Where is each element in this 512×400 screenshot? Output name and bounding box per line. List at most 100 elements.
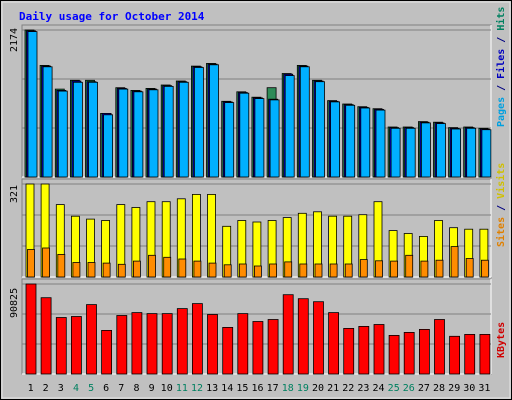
- bar-pages-day-18: [284, 75, 295, 178]
- bar-kbytes-day-29: [449, 335, 461, 375]
- bar-pages-day-6: [103, 114, 113, 178]
- bars: [24, 29, 492, 375]
- bar-pages-day-15: [239, 92, 250, 178]
- bar-pages-day-28: [436, 123, 446, 178]
- x-tick-label-day-23: 23: [357, 383, 369, 394]
- bar-kbytes-day-5: [86, 304, 97, 375]
- bar-sites-day-29: [450, 246, 459, 278]
- bar-pages-day-20: [315, 81, 325, 178]
- bar-kbytes-day-1: [25, 283, 37, 375]
- bar-pages-day-14: [224, 102, 235, 178]
- bar-pages-day-31: [481, 129, 492, 178]
- bar-pages-day-4: [73, 81, 83, 178]
- y-max-label-hits: 2174: [9, 28, 20, 52]
- x-tick-label-day-25: 25: [388, 383, 400, 394]
- bar-pages-day-29: [451, 128, 462, 178]
- x-tick-label-day-21: 21: [327, 383, 339, 394]
- x-tick-label-day-11: 11: [176, 383, 188, 394]
- y-max-label-kbytes: 90825: [9, 288, 20, 318]
- bar-kbytes-day-24: [373, 324, 385, 375]
- bar-sites-day-15: [238, 263, 247, 278]
- x-tick-label-day-24: 24: [372, 383, 384, 394]
- legend-part: Files: [495, 49, 507, 79]
- bar-pages-day-27: [420, 122, 431, 178]
- bar-kbytes-day-31: [479, 333, 491, 375]
- bar-pages-day-21: [330, 101, 341, 178]
- x-axis-labels: 1 2 3 4 5 6 7 8 9 10 11 12 13 14 15 16 17 18 19 20 21 22 23 24 2…: [28, 383, 491, 394]
- bar-sites-day-7: [117, 263, 126, 278]
- bar-sites-day-23: [359, 259, 368, 278]
- bar-pages-day-30: [466, 127, 477, 178]
- bar-kbytes-day-23: [358, 325, 370, 375]
- bar-sites-day-6: [102, 262, 111, 278]
- x-tick-label-day-19: 19: [297, 383, 309, 394]
- x-tick-label-day-6: 6: [103, 383, 109, 394]
- bar-kbytes-day-22: [343, 327, 355, 375]
- legend-part: Sites: [495, 217, 507, 247]
- bar-kbytes-day-3: [55, 317, 67, 375]
- bar-pages-day-23: [360, 107, 371, 178]
- bar-sites-day-1: [27, 249, 35, 278]
- bar-sites-day-19: [299, 263, 308, 278]
- bar-sites-day-28: [435, 259, 444, 278]
- y-max-label-visits: 321: [9, 185, 20, 203]
- x-tick-label-day-30: 30: [463, 383, 475, 394]
- bar-sites-day-10: [163, 256, 172, 278]
- x-tick-label-day-7: 7: [118, 383, 124, 394]
- bar-kbytes-day-21: [328, 312, 340, 375]
- bar-sites-day-14: [223, 264, 232, 278]
- legends: Pages / Files / Hits Sites / Visits KBytes: [495, 7, 507, 358]
- bar-sites-day-20: [314, 263, 323, 278]
- bar-pages-day-8: [133, 91, 144, 178]
- x-tick-label-day-10: 10: [161, 383, 173, 394]
- bar-pages-day-19: [299, 66, 310, 178]
- bar-sites-day-13: [208, 262, 217, 278]
- bar-pages-day-26: [405, 127, 416, 178]
- bar-pages-day-11: [178, 81, 189, 178]
- bar-kbytes-day-12: [191, 303, 203, 375]
- legend-part: /: [496, 31, 507, 49]
- bar-pages-day-10: [163, 86, 174, 178]
- x-tick-label-day-17: 17: [267, 383, 279, 394]
- x-tick-label-day-4: 4: [73, 383, 79, 394]
- x-tick-label-day-28: 28: [433, 383, 445, 394]
- x-tick-label-day-20: 20: [312, 383, 324, 394]
- bar-sites-day-26: [405, 254, 414, 278]
- legend-part: Visits: [495, 163, 507, 199]
- bar-pages-day-22: [345, 104, 356, 178]
- bar-kbytes-day-9: [146, 313, 158, 375]
- bar-kbytes-day-15: [237, 313, 249, 375]
- x-tick-label-day-18: 18: [282, 383, 294, 394]
- bar-kbytes-day-30: [464, 333, 476, 375]
- x-tick-label-day-29: 29: [448, 383, 460, 394]
- x-tick-label-day-3: 3: [58, 383, 64, 394]
- legend-part: /: [496, 199, 507, 217]
- bar-sites-day-31: [480, 259, 489, 278]
- x-tick-label-day-5: 5: [88, 383, 94, 394]
- bar-kbytes-day-20: [313, 301, 324, 375]
- bar-pages-day-25: [390, 127, 401, 178]
- legend-part: Hits: [495, 7, 507, 31]
- x-tick-label-day-16: 16: [251, 383, 263, 394]
- bar-pages-day-16: [254, 98, 265, 178]
- x-tick-label-day-31: 31: [478, 383, 490, 394]
- bar-sites-day-8: [132, 260, 141, 278]
- bar-pages-day-5: [88, 81, 98, 178]
- bar-kbytes-day-19: [297, 298, 309, 375]
- bar-kbytes-day-4: [71, 316, 82, 375]
- bar-pages-day-9: [148, 89, 159, 178]
- bar-sites-day-27: [420, 260, 429, 278]
- bar-sites-day-18: [284, 261, 293, 278]
- bar-kbytes-day-16: [252, 321, 264, 375]
- bar-sites-day-5: [87, 262, 96, 278]
- legend-1: Sites / Visits: [495, 163, 507, 247]
- bar-kbytes-day-8: [131, 312, 143, 375]
- x-tick-label-day-22: 22: [342, 383, 354, 394]
- x-tick-label-day-12: 12: [191, 383, 203, 394]
- bar-pages-day-3: [57, 90, 68, 178]
- bar-sites-day-24: [375, 260, 383, 278]
- bar-sites-day-4: [72, 262, 81, 278]
- x-tick-label-day-27: 27: [418, 383, 430, 394]
- bar-sites-day-30: [465, 258, 474, 278]
